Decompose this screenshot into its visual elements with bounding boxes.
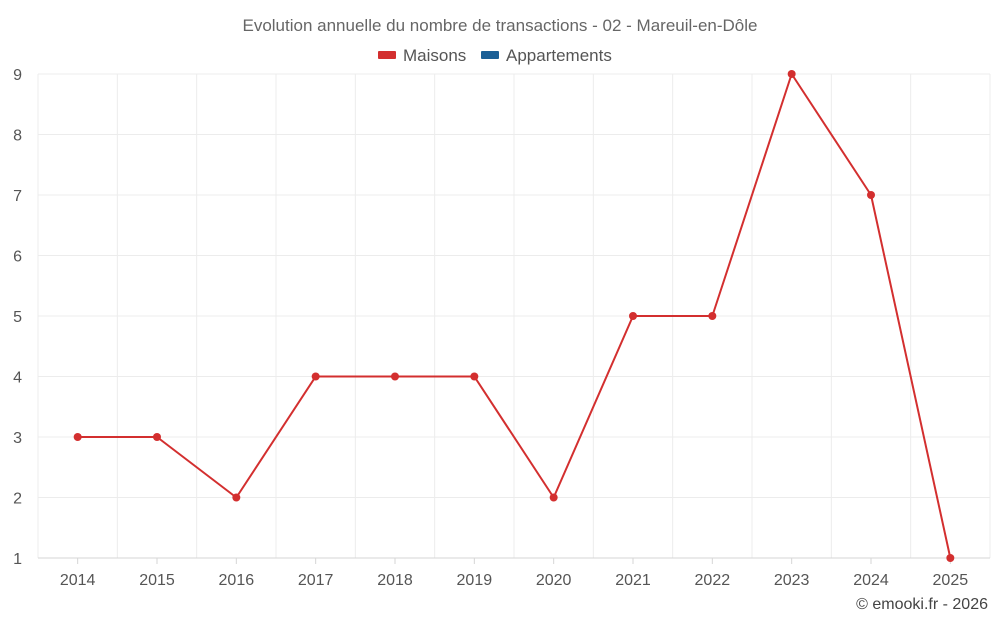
x-tick-label: 2016 (219, 572, 255, 589)
x-tick-label: 2023 (774, 572, 810, 589)
y-tick-label: 8 (13, 128, 22, 145)
x-tick-label: 2024 (853, 572, 889, 589)
data-point[interactable] (867, 191, 875, 199)
y-tick-label: 1 (13, 551, 22, 568)
x-tick-label: 2014 (60, 572, 96, 589)
legend-swatch-maisons[interactable] (378, 51, 396, 59)
series-line-maisons (77, 73, 952, 559)
y-tick-label: 3 (13, 430, 22, 447)
y-tick-label: 7 (13, 188, 22, 205)
horizontal-gridlines (38, 73, 990, 498)
x-tick-label: 2017 (298, 572, 334, 589)
data-point[interactable] (232, 493, 241, 502)
data-point[interactable] (391, 372, 399, 381)
x-axis-ticks: 2014 2015 2016 2017 2018 2019 2020 2021 2022 2023… (60, 558, 968, 589)
chart-title: Evolution annuelle du nombre de transact… (242, 16, 757, 35)
x-tick-label: 2015 (139, 572, 175, 589)
x-tick-label: 2025 (933, 572, 969, 589)
y-tick-label: 6 (13, 249, 22, 266)
x-tick-label: 2019 (457, 572, 493, 589)
data-point[interactable] (73, 433, 82, 441)
y-tick-label: 5 (13, 309, 22, 326)
y-tick-label: 4 (13, 370, 22, 387)
legend-label-maisons[interactable]: Maisons (403, 46, 466, 65)
legend-swatch-appartements[interactable] (481, 51, 499, 59)
x-tick-label: 2020 (536, 572, 572, 589)
chart-credit: © emooki.fr - 2026 (856, 596, 988, 613)
legend: Maisons Appartements (378, 46, 612, 65)
data-point[interactable] (708, 312, 717, 320)
data-point[interactable] (787, 70, 796, 78)
legend-label-appartements[interactable]: Appartements (506, 46, 612, 65)
x-tick-label: 2022 (695, 572, 731, 589)
data-point[interactable] (470, 372, 479, 381)
data-point[interactable] (629, 312, 637, 320)
x-tick-label: 2018 (377, 572, 413, 589)
data-point[interactable] (311, 372, 320, 381)
data-point[interactable] (946, 554, 955, 562)
y-axis-ticks: 1 2 3 4 5 6 7 8 9 (13, 67, 22, 568)
data-point[interactable] (549, 493, 558, 502)
y-tick-label: 2 (13, 491, 22, 508)
y-tick-label: 9 (13, 67, 22, 84)
x-tick-label: 2021 (615, 572, 651, 589)
series-layer (73, 70, 955, 562)
data-point[interactable] (153, 433, 161, 441)
